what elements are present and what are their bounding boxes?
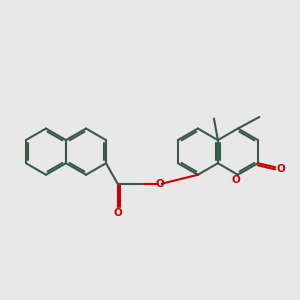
Text: O: O: [277, 164, 285, 174]
Text: O: O: [113, 208, 122, 218]
Text: O: O: [232, 176, 241, 185]
Text: O: O: [155, 179, 164, 189]
